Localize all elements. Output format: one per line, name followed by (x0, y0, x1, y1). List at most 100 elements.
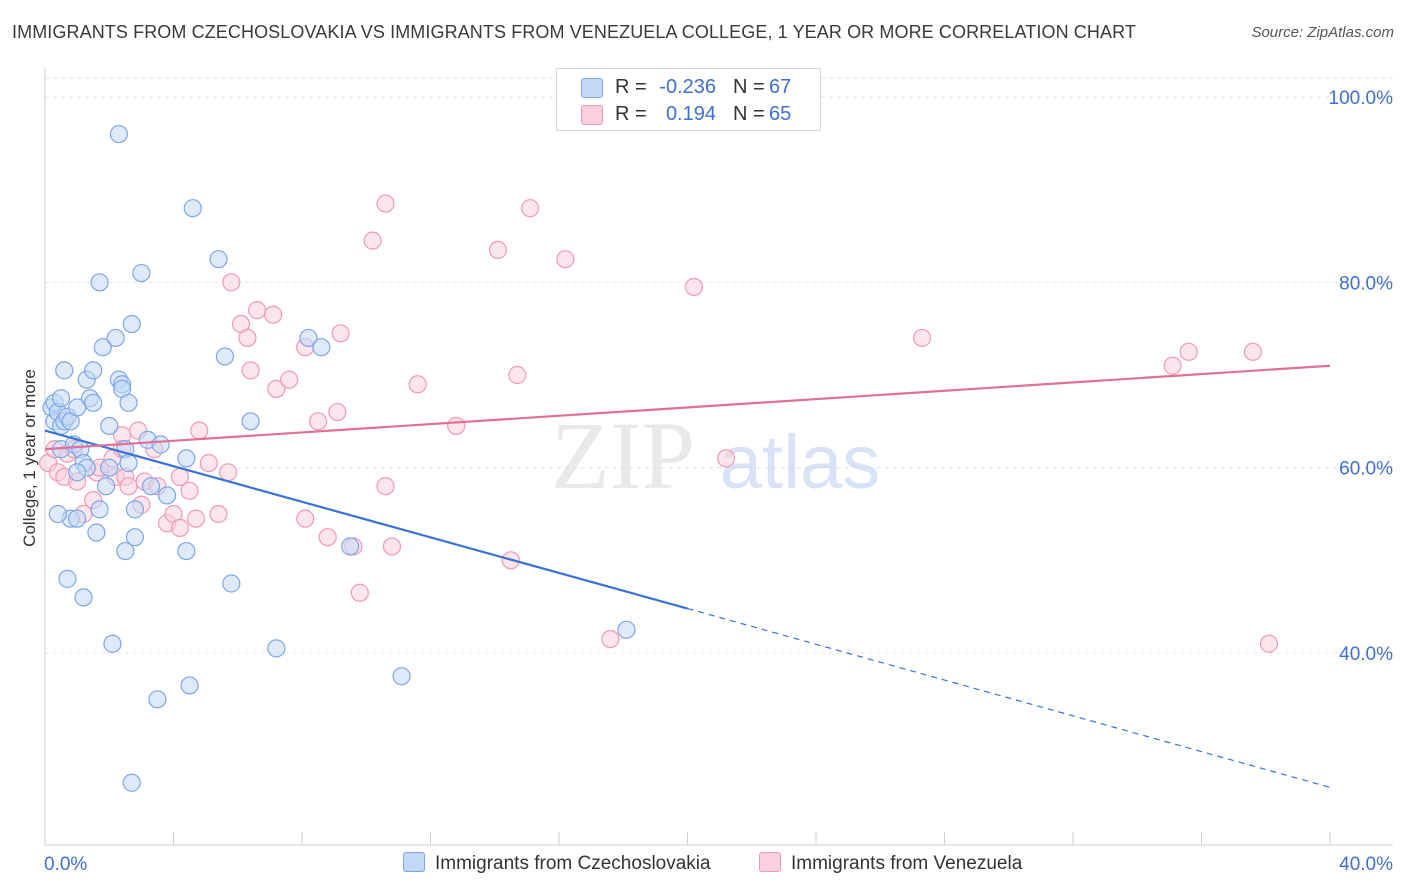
venezuela-point (199, 453, 218, 473)
czechoslovakia-point (68, 463, 87, 482)
legend-r-label: R = (615, 103, 647, 125)
czechoslovakia-point (58, 569, 77, 588)
venezuela-point (328, 402, 347, 422)
venezuela-point (1243, 342, 1263, 361)
watermark-zip: ZIP (551, 402, 695, 509)
x-tick-label-end: 40.0% (1339, 854, 1393, 875)
czechoslovakia-points (42, 124, 636, 792)
czechoslovakia-point (74, 588, 93, 607)
legend-n-value: 65 (769, 103, 792, 125)
czechoslovakia-point (222, 574, 241, 593)
czechoslovakia-point (209, 250, 228, 269)
venezuela-point (488, 240, 508, 259)
trend-lines (44, 364, 1331, 788)
venezuela-point (1163, 356, 1182, 375)
czechoslovakia-point (125, 528, 145, 547)
y-tick-label: 40.0% (1339, 644, 1393, 665)
czechoslovakia-point (151, 435, 170, 454)
venezuela-point (684, 277, 704, 297)
bottom-legend-label: Immigrants from Venezuela (791, 853, 1023, 874)
czechoslovakia-point (48, 504, 67, 524)
bottom-legend-label: Immigrants from Czechoslovakia (435, 853, 711, 874)
legend-swatch-pink (581, 105, 603, 125)
venezuela-point (382, 537, 402, 556)
czechoslovakia-point (617, 620, 636, 639)
czechoslovakia-point (116, 541, 135, 561)
legend-r-value: 0.194 (665, 103, 716, 125)
czechoslovakia-point (122, 773, 141, 792)
venezuela-point (376, 477, 395, 496)
venezuela-point (241, 361, 260, 380)
venezuela-point (180, 481, 199, 500)
czechoslovakia-trend-line (44, 429, 688, 610)
legend-n-label: N = (733, 103, 765, 125)
czechoslovakia-point (312, 338, 331, 357)
czechoslovakia-point (51, 389, 71, 408)
bottom-legend-swatch-pink (759, 852, 781, 872)
venezuela-point (363, 231, 382, 250)
venezuela-point (447, 416, 466, 436)
venezuela-point (508, 365, 527, 385)
czechoslovakia-point (93, 338, 112, 357)
venezuela-point (263, 305, 283, 324)
y-tick-label: 60.0% (1339, 459, 1393, 480)
venezuela-point (190, 421, 209, 440)
czechoslovakia-point (103, 634, 122, 653)
source-label: Source: ZipAtlas.com (1251, 24, 1394, 41)
venezuela-point (520, 199, 540, 218)
legend-n-value: 67 (769, 76, 792, 98)
venezuela-point (296, 509, 315, 528)
venezuela-point (238, 328, 257, 348)
venezuela-point (376, 194, 395, 213)
venezuela-point (170, 518, 190, 538)
correlation-legend: R = -0.236 N = 67 R = 0.194 N = 65 (556, 68, 821, 131)
venezuela-point (219, 463, 238, 482)
czechoslovakia-point (177, 541, 196, 561)
venezuela-point (186, 509, 206, 528)
czechoslovakia-point (183, 199, 202, 218)
czechoslovakia-point (180, 676, 199, 695)
venezuela-trend-line (44, 364, 1331, 451)
czechoslovakia-point (299, 328, 318, 348)
czechoslovakia-point (68, 509, 87, 528)
y-tick-label: 80.0% (1339, 273, 1393, 294)
czechoslovakia-point (55, 361, 74, 380)
venezuela-point (408, 375, 427, 394)
czechoslovakia-point (90, 273, 109, 292)
czechoslovakia-point (341, 537, 360, 556)
venezuela-point (209, 504, 228, 524)
czechoslovakia-point (84, 361, 103, 380)
tick-labels: 40.0% 60.0% 80.0% 100.0% 0.0% 40.0% (44, 88, 1393, 875)
venezuela-point (267, 379, 286, 398)
czechoslovakia-trend-extension (687, 607, 1331, 788)
venezuela-point (119, 477, 138, 496)
bottom-legend-venezuela: Immigrants from Venezuela (759, 852, 1022, 875)
legend-r-label: R = (615, 76, 647, 98)
y-axis-label: College, 1 year or more (20, 369, 39, 547)
czechoslovakia-point (87, 523, 106, 542)
x-tick-label-start: 0.0% (44, 854, 87, 875)
czechoslovakia-point (177, 449, 196, 468)
czechoslovakia-point (90, 500, 109, 519)
legend-r-value: -0.236 (659, 76, 716, 98)
czechoslovakia-point (100, 416, 119, 436)
venezuela-point (280, 370, 299, 389)
legend-swatch-blue (581, 78, 603, 98)
watermark: ZIP atlas (551, 402, 880, 509)
czechoslovakia-point (96, 477, 116, 496)
czechoslovakia-point (84, 393, 103, 412)
czechoslovakia-point (241, 412, 260, 431)
legend-row-venezuela: R = 0.194 N = 65 (557, 101, 820, 127)
czechoslovakia-point (392, 667, 411, 686)
y-tick-label: 100.0% (1329, 88, 1394, 109)
venezuela-point (1259, 634, 1279, 653)
venezuela-point (331, 324, 350, 343)
venezuela-point (912, 328, 932, 348)
czechoslovakia-point (157, 486, 177, 505)
legend-row-czechoslovakia: R = -0.236 N = 67 (557, 74, 820, 100)
czechoslovakia-point (215, 347, 234, 366)
venezuela-point (556, 250, 575, 269)
czechoslovakia-point (119, 453, 138, 473)
venezuela-point (222, 273, 241, 292)
